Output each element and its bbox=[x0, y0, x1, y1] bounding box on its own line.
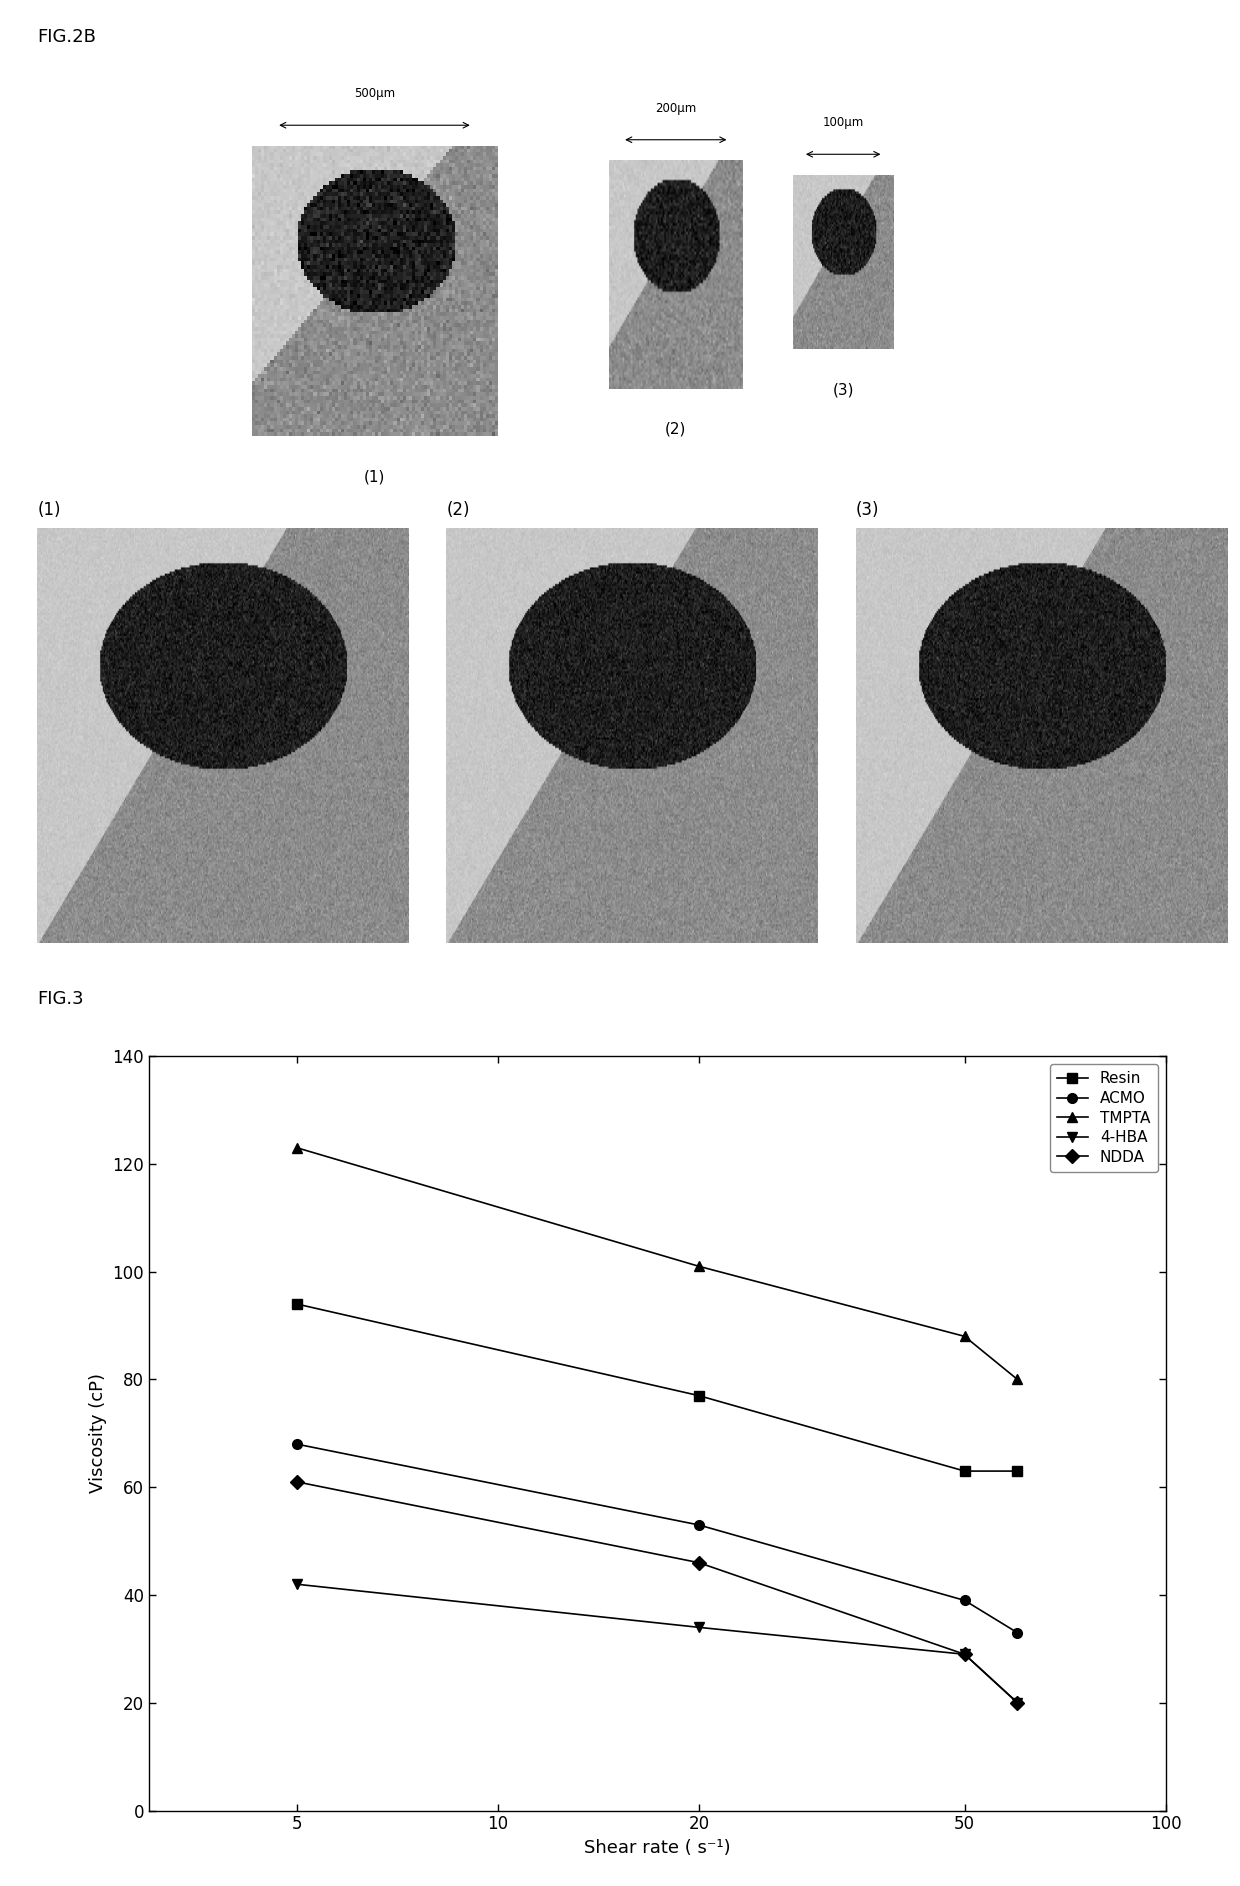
Text: (3): (3) bbox=[856, 500, 879, 519]
Text: FIG.3: FIG.3 bbox=[37, 990, 84, 1009]
Text: (2): (2) bbox=[446, 500, 470, 519]
4-HBA bbox=[692, 1616, 707, 1639]
4-HBA bbox=[1011, 1692, 1025, 1714]
Text: 200μm: 200μm bbox=[655, 102, 697, 115]
4-HBA bbox=[289, 1573, 304, 1596]
TMPTA bbox=[1011, 1367, 1025, 1390]
NDDA bbox=[1011, 1692, 1025, 1714]
TMPTA bbox=[692, 1254, 707, 1277]
Text: (1): (1) bbox=[37, 500, 61, 519]
ACMO bbox=[1011, 1622, 1025, 1645]
Line: 4-HBA: 4-HBA bbox=[293, 1579, 1022, 1707]
X-axis label: Shear rate ( s⁻¹): Shear rate ( s⁻¹) bbox=[584, 1839, 730, 1858]
4-HBA bbox=[957, 1643, 972, 1665]
NDDA bbox=[692, 1552, 707, 1575]
Text: FIG.2B: FIG.2B bbox=[37, 28, 95, 47]
Text: (2): (2) bbox=[665, 422, 687, 438]
Resin bbox=[1011, 1460, 1025, 1482]
ACMO bbox=[692, 1514, 707, 1537]
ACMO bbox=[289, 1433, 304, 1456]
TMPTA bbox=[289, 1137, 304, 1160]
Resin bbox=[289, 1292, 304, 1315]
Line: TMPTA: TMPTA bbox=[293, 1143, 1022, 1384]
NDDA bbox=[289, 1471, 304, 1494]
Text: 500μm: 500μm bbox=[353, 87, 396, 100]
Line: NDDA: NDDA bbox=[293, 1477, 1022, 1707]
Text: 100μm: 100μm bbox=[822, 117, 864, 130]
Text: (1): (1) bbox=[363, 470, 386, 485]
Line: Resin: Resin bbox=[293, 1299, 1022, 1477]
Line: ACMO: ACMO bbox=[293, 1439, 1022, 1637]
Text: (3): (3) bbox=[832, 383, 854, 398]
Legend: Resin, ACMO, TMPTA, 4-HBA, NDDA: Resin, ACMO, TMPTA, 4-HBA, NDDA bbox=[1049, 1064, 1158, 1173]
Resin bbox=[692, 1384, 707, 1407]
Y-axis label: Viscosity (cP): Viscosity (cP) bbox=[88, 1373, 107, 1494]
NDDA bbox=[957, 1643, 972, 1665]
ACMO bbox=[957, 1590, 972, 1613]
TMPTA bbox=[957, 1326, 972, 1348]
Resin bbox=[957, 1460, 972, 1482]
